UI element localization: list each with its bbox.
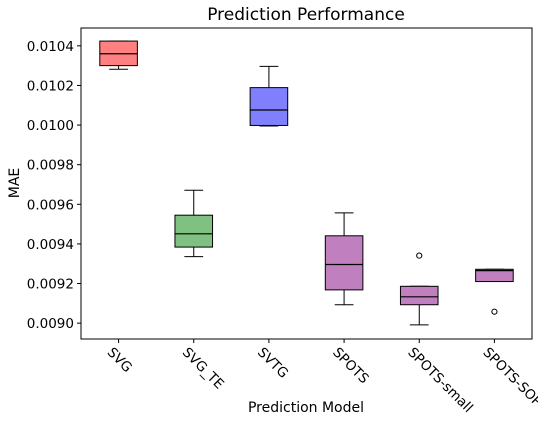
x-tick-label: SPOTS (329, 345, 372, 388)
x-tick-label: SVG (104, 345, 135, 376)
chart-title: Prediction Performance (207, 5, 405, 25)
y-axis-ticks: 0.0090 0.0092 0.0094 0.0096 0.0098 0.0100 0.01… (27, 39, 81, 332)
x-tick-label: SPOTS-small (404, 345, 475, 416)
y-axis-label: MAE (7, 168, 23, 199)
box-svtg (249, 65, 289, 127)
box-iqr (324, 235, 364, 291)
x-tick-label: SVTG (254, 345, 291, 382)
box-iqr (475, 268, 514, 283)
box-svg (99, 40, 138, 70)
x-tick-label: SVG_TE (179, 345, 227, 393)
x-axis-label: Prediction Model (248, 400, 364, 416)
y-tick-label: 0.0096 (27, 197, 74, 213)
box-iqr (399, 285, 439, 306)
box-spots (324, 212, 364, 306)
box-spots-sop (475, 268, 514, 315)
y-tick-label: 0.0094 (27, 237, 74, 253)
plot-area (99, 40, 514, 326)
y-tick-label: 0.0100 (27, 118, 74, 134)
box-spots-small (399, 252, 439, 326)
y-tick-label: 0.0098 (27, 158, 74, 174)
box-iqr (249, 87, 289, 126)
x-tick-label: SPOTS-SOP (480, 345, 538, 410)
box-iqr (174, 214, 214, 248)
y-tick-label: 0.0092 (27, 277, 74, 293)
plot-frame (80, 27, 533, 340)
outlier-point (491, 308, 498, 315)
y-tick-label: 0.0090 (27, 316, 74, 332)
box-svg-te (174, 189, 214, 258)
outlier-point (416, 252, 423, 259)
y-tick-label: 0.0102 (27, 78, 74, 94)
y-tick-label: 0.0104 (27, 39, 74, 55)
